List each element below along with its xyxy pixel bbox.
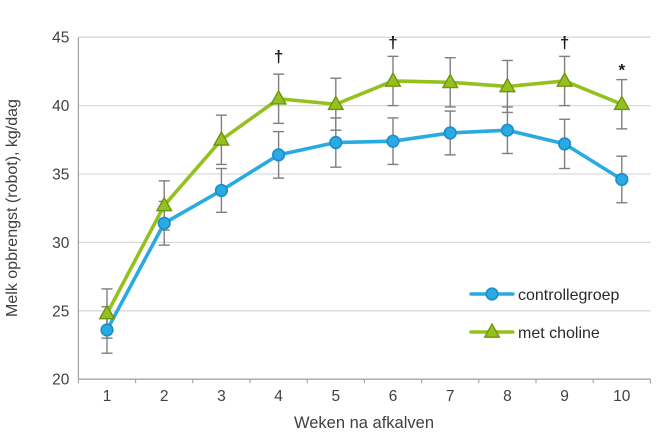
x-tick-label: 9 — [560, 388, 569, 405]
error-bars — [101, 55, 628, 354]
data-point-marker — [214, 183, 228, 198]
axes — [77, 37, 652, 384]
y-tick-label: 20 — [52, 372, 70, 389]
x-tick-label: 4 — [274, 388, 283, 405]
data-point-marker — [270, 89, 288, 105]
x-tick-label: 2 — [160, 388, 169, 405]
data-point-marker — [98, 304, 116, 320]
legend-item: controllegroep — [469, 287, 620, 304]
y-tick-label: 30 — [52, 235, 70, 252]
data-point-marker — [100, 323, 114, 337]
series — [98, 71, 631, 337]
data-point-marker — [212, 130, 230, 146]
data-point-marker — [485, 287, 499, 301]
data-point-marker — [498, 77, 516, 93]
y-tick-label: 25 — [52, 303, 69, 320]
x-tick-label: 5 — [331, 388, 340, 405]
series-controllegroep — [100, 123, 629, 337]
x-tick-label: 8 — [503, 388, 512, 405]
legend-label: met choline — [518, 325, 600, 342]
data-point-marker — [500, 123, 515, 137]
data-point-marker — [155, 196, 173, 212]
data-point-marker — [384, 71, 402, 87]
data-point-marker — [443, 126, 457, 140]
legend-label: controllegroep — [518, 287, 620, 304]
data-point-marker — [613, 95, 631, 111]
significance-annotations: † † † * — [274, 33, 626, 79]
data-point-marker — [441, 73, 459, 89]
y-tick-label: 40 — [52, 98, 70, 115]
x-tick-label: 6 — [389, 388, 398, 405]
x-tick-label: 1 — [103, 388, 112, 405]
data-point-marker — [327, 95, 345, 111]
data-point-marker — [157, 216, 171, 230]
series-met-choline — [98, 71, 631, 320]
data-point-marker — [615, 172, 629, 187]
data-point-marker — [272, 148, 286, 162]
data-point-marker — [386, 134, 400, 148]
data-point-marker — [556, 71, 574, 87]
y-tick-label: 45 — [52, 30, 69, 47]
y-axis-title: Melk opbrengst (robot), kg/dag — [4, 99, 21, 317]
series-line — [105, 79, 624, 316]
y-tick-label: 35 — [52, 167, 69, 184]
legend: controllegroep met choline — [469, 287, 620, 342]
significance-marker: † — [388, 33, 397, 52]
x-tick-label: 3 — [217, 388, 226, 405]
x-axis-title: Weken na afkalven — [294, 414, 434, 432]
data-point-marker — [483, 322, 501, 338]
significance-marker: * — [618, 61, 625, 80]
significance-marker: † — [274, 47, 283, 66]
data-point-marker — [557, 137, 572, 151]
x-tick-label: 7 — [446, 388, 455, 405]
x-tick-label: 10 — [613, 388, 631, 405]
data-point-marker — [329, 135, 343, 150]
significance-marker: † — [560, 33, 569, 52]
gridlines — [78, 36, 651, 312]
series-line — [105, 128, 624, 332]
legend-item: met choline — [469, 322, 600, 342]
